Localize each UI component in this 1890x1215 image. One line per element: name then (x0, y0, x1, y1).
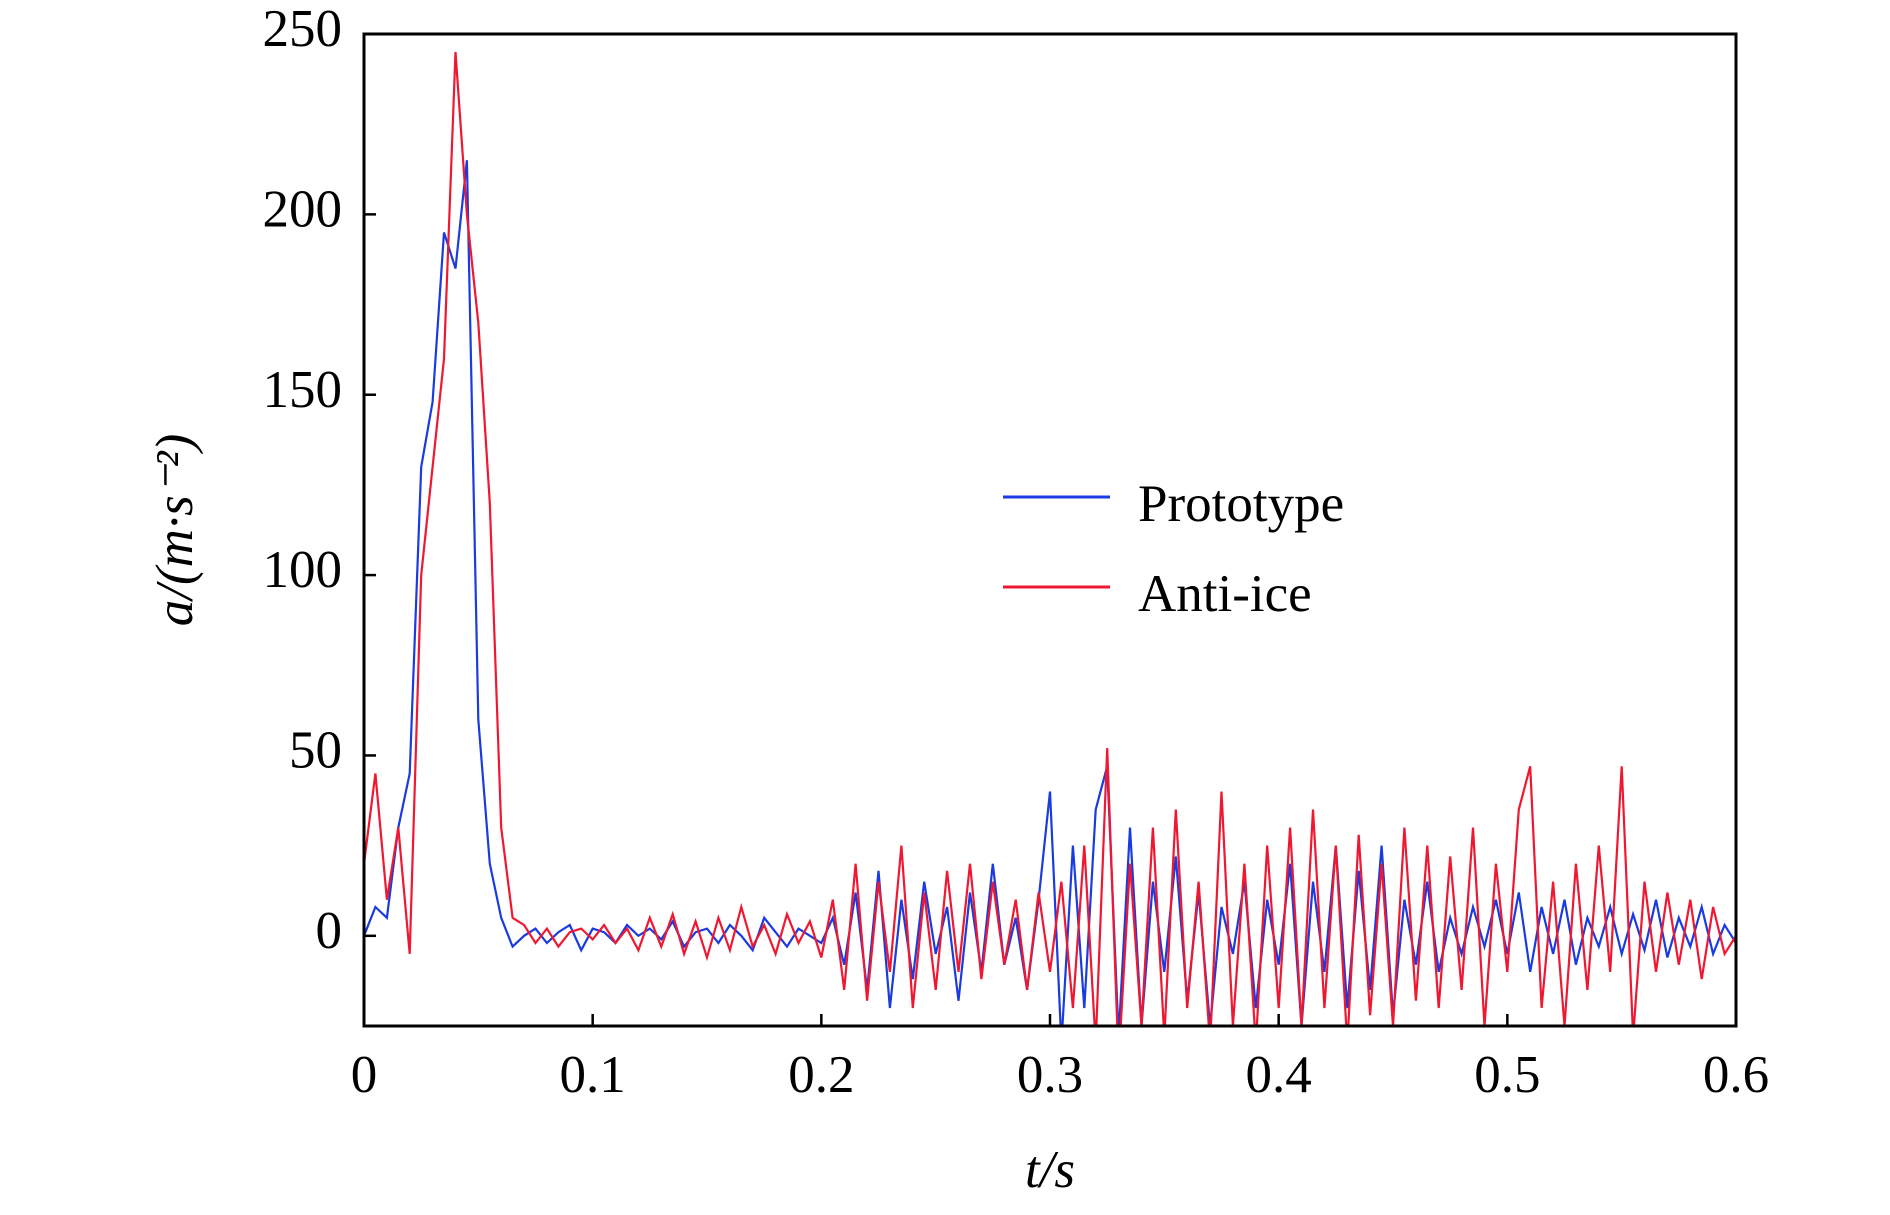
x-tick-label: 0 (351, 1046, 378, 1104)
data-line (364, 51, 1736, 1026)
x-tick-label: 0.5 (1474, 1046, 1540, 1104)
plot-frame (362, 32, 1738, 1028)
x-tick-label: 0.1 (560, 1046, 626, 1104)
legend-label: Prototype (1138, 475, 1344, 533)
x-tick-label: 0.6 (1703, 1046, 1769, 1104)
legend-label: Anti-ice (1138, 565, 1312, 623)
x-tick-label: 0.3 (1017, 1046, 1083, 1104)
y-tick-label: 50 (289, 722, 342, 780)
x-tick-label: 0.2 (788, 1046, 854, 1104)
y-tick-label: 200 (263, 181, 343, 239)
y-tick-label: 100 (263, 541, 343, 599)
y-tick-label: 0 (316, 902, 343, 960)
plot-area (364, 51, 1736, 1026)
y-tick-label: 150 (263, 361, 343, 419)
x-tick-label: 0.4 (1246, 1046, 1312, 1104)
data-line (364, 160, 1736, 1026)
x-axis-label: t/s (1025, 1141, 1075, 1199)
y-axis-label: a/(m·s⁻²) (146, 434, 204, 627)
y-tick-label: 250 (263, 0, 343, 58)
